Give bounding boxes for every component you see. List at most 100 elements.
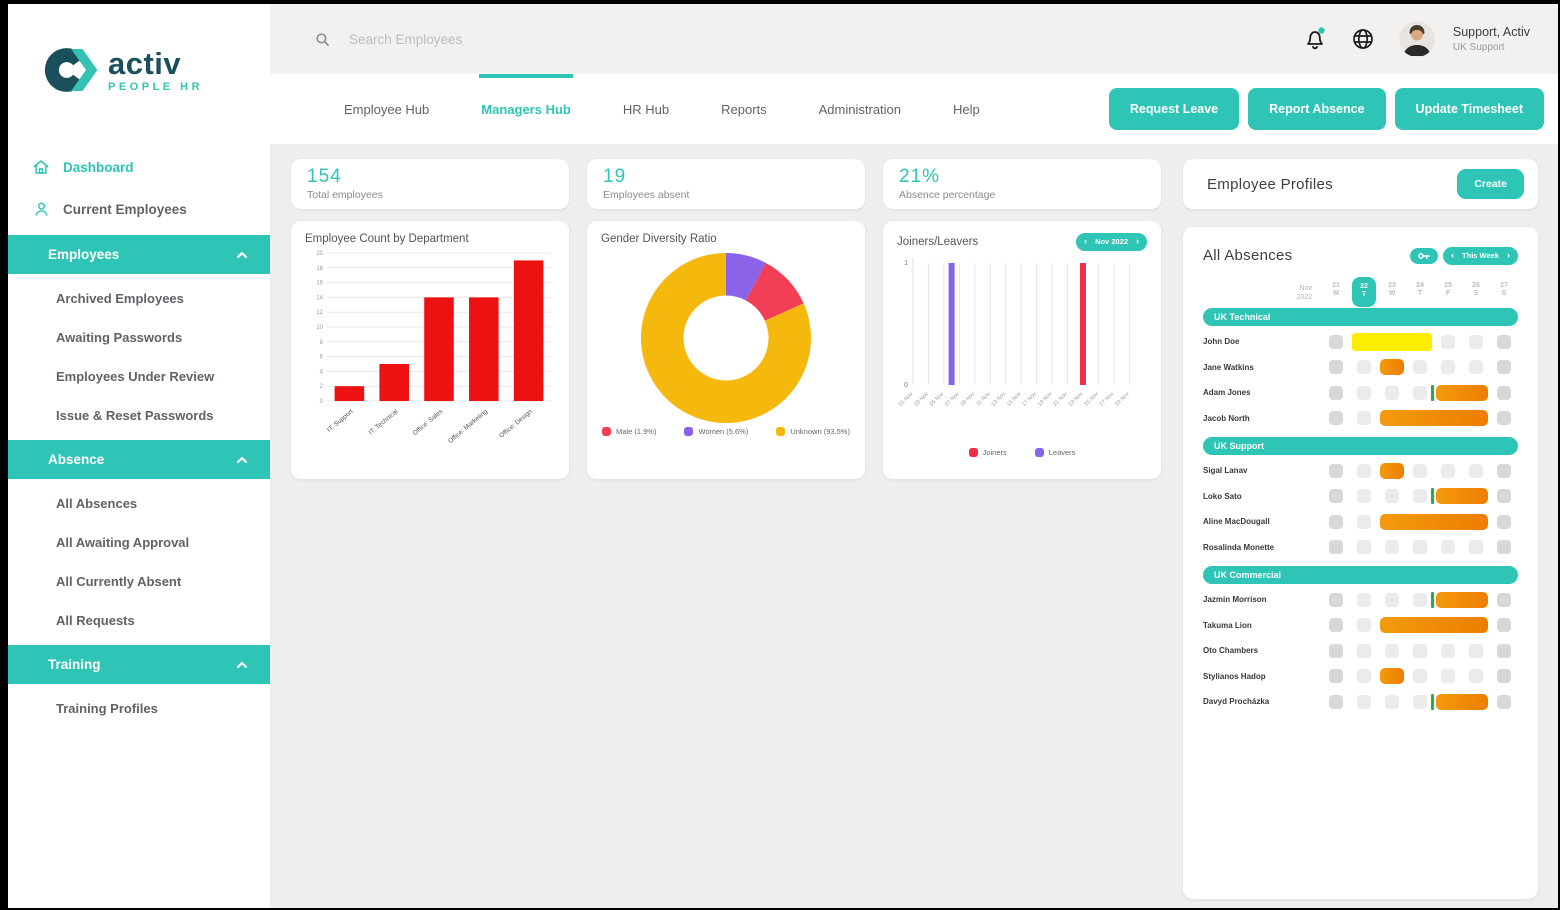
absence-cell[interactable] — [1329, 334, 1343, 349]
tab-hr-hub[interactable]: HR Hub — [597, 74, 695, 144]
absence-bar[interactable] — [1436, 488, 1488, 505]
absence-cell[interactable] — [1469, 540, 1483, 555]
absence-bar[interactable] — [1380, 359, 1404, 376]
sidebar-item-archived-employees[interactable]: Archived Employees — [56, 291, 184, 306]
employee-name[interactable]: Takuma Lion — [1203, 620, 1252, 630]
absence-bar[interactable] — [1352, 332, 1432, 351]
bar-office-marketing[interactable] — [469, 297, 499, 401]
next-month-arrow[interactable]: › — [1136, 236, 1139, 246]
absence-cell[interactable] — [1329, 694, 1343, 709]
absence-cell[interactable] — [1497, 592, 1511, 607]
sidebar-section-training[interactable]: Training — [8, 645, 270, 684]
absence-cell[interactable] — [1329, 360, 1343, 375]
prev-week-arrow[interactable]: ‹ — [1451, 250, 1455, 260]
absence-cell[interactable] — [1385, 694, 1399, 709]
update-timesheet-button[interactable]: Update Timesheet — [1394, 88, 1544, 130]
joiners-bar[interactable] — [1079, 262, 1086, 385]
sidebar-item-training-profiles[interactable]: Training Profiles — [56, 701, 158, 716]
absence-cell[interactable] — [1413, 463, 1427, 478]
absence-cell[interactable] — [1329, 669, 1343, 684]
slice-unknown[interactable] — [641, 253, 811, 423]
absence-cell[interactable] — [1357, 411, 1371, 426]
absence-bar[interactable] — [1380, 462, 1404, 479]
absence-bar[interactable] — [1436, 384, 1488, 401]
sidebar-item-awaiting-passwords[interactable]: Awaiting Passwords — [56, 330, 183, 345]
absence-cell[interactable] — [1385, 643, 1399, 658]
absence-section-uk-support[interactable]: UK Support — [1203, 437, 1518, 456]
employee-name[interactable]: Rosalinda Monette — [1203, 542, 1275, 552]
absence-cell[interactable] — [1497, 463, 1511, 478]
employee-name[interactable]: Jacob North — [1203, 413, 1250, 423]
absence-cell[interactable] — [1357, 669, 1371, 684]
absence-cell[interactable] — [1497, 385, 1511, 400]
absence-cell[interactable] — [1441, 360, 1455, 375]
tab-managers-hub[interactable]: Managers Hub — [455, 74, 597, 144]
absence-cell[interactable] — [1329, 489, 1343, 504]
sidebar-section-employees[interactable]: Employees — [8, 235, 270, 274]
absence-cell[interactable] — [1441, 643, 1455, 658]
absence-cell[interactable] — [1497, 334, 1511, 349]
absence-cell[interactable] — [1413, 643, 1427, 658]
sidebar-item-all-awaiting-approval[interactable]: All Awaiting Approval — [56, 535, 190, 550]
absence-cell[interactable] — [1469, 360, 1483, 375]
absence-cell[interactable] — [1413, 540, 1427, 555]
absence-cell[interactable] — [1357, 385, 1371, 400]
avatar[interactable] — [1398, 21, 1435, 57]
absence-section-uk-technical[interactable]: UK Technical — [1203, 308, 1518, 327]
sidebar-item-employees-under-review[interactable]: Employees Under Review — [56, 369, 215, 384]
next-week-arrow[interactable]: › — [1507, 250, 1510, 260]
absence-bar[interactable] — [1380, 617, 1488, 634]
search-box[interactable] — [314, 30, 667, 48]
absence-cell[interactable] — [1441, 463, 1455, 478]
sidebar-item-all-requests[interactable]: All Requests — [56, 613, 135, 628]
absence-section-uk-commercial[interactable]: UK Commercial — [1203, 566, 1518, 585]
absence-bar[interactable] — [1436, 693, 1488, 710]
employee-name[interactable]: Davyd Procházka — [1203, 697, 1270, 707]
absence-cell[interactable] — [1357, 514, 1371, 529]
bar-office-design[interactable] — [513, 260, 544, 401]
absence-cell[interactable] — [1413, 693, 1434, 710]
employee-name[interactable]: Jazmin Morrison — [1203, 595, 1267, 605]
day-column-22[interactable]: 22 T — [1352, 276, 1376, 308]
day-column-25[interactable]: 25 F — [1444, 281, 1452, 298]
employee-name[interactable]: Loko Sato — [1203, 491, 1242, 501]
absence-bar[interactable] — [1380, 410, 1488, 427]
absence-cell[interactable] — [1469, 643, 1483, 658]
employee-name[interactable]: Aline MacDougall — [1203, 517, 1270, 527]
day-column-21[interactable]: 21 M — [1332, 281, 1340, 298]
absence-cell[interactable] — [1357, 463, 1371, 478]
absence-bar[interactable] — [1380, 513, 1488, 530]
absence-cell[interactable] — [1357, 592, 1371, 607]
absence-cell[interactable] — [1329, 592, 1343, 607]
absence-cell[interactable] — [1385, 592, 1399, 607]
absence-cell[interactable] — [1469, 334, 1483, 349]
sidebar-item-current-employees[interactable]: Current Employees — [8, 188, 270, 230]
absence-cell[interactable] — [1329, 463, 1343, 478]
user-name[interactable]: Support, Activ — [1452, 25, 1530, 40]
absence-cell[interactable] — [1441, 669, 1455, 684]
day-column-26[interactable]: 26 S — [1472, 281, 1480, 298]
absence-cell[interactable] — [1357, 643, 1371, 658]
absence-cell[interactable] — [1357, 540, 1371, 555]
absence-cell[interactable] — [1329, 643, 1343, 658]
day-column-24[interactable]: 24 T — [1416, 281, 1424, 298]
prev-month-arrow[interactable]: ‹ — [1084, 236, 1088, 246]
absence-cell[interactable] — [1413, 384, 1434, 401]
absence-cell[interactable] — [1497, 643, 1511, 658]
sidebar-item-all-absences[interactable]: All Absences — [56, 496, 138, 511]
day-column-27[interactable]: 27 S — [1500, 281, 1508, 298]
employee-name[interactable]: Stylianos Hadop — [1203, 671, 1266, 681]
tab-administration[interactable]: Administration — [793, 74, 927, 144]
tab-employee-hub[interactable]: Employee Hub — [318, 74, 455, 144]
employee-name[interactable]: Sigal Lanav — [1203, 466, 1248, 476]
create-button[interactable]: Create — [1457, 169, 1524, 199]
month-selector[interactable]: ‹ Nov 2022 › — [1076, 233, 1147, 251]
absence-bar[interactable] — [1436, 591, 1488, 608]
request-leave-button[interactable]: Request Leave — [1108, 88, 1240, 130]
absence-cell[interactable] — [1469, 669, 1483, 684]
brand-logo[interactable]: activ PEOPLE HR — [8, 4, 270, 98]
tab-reports[interactable]: Reports — [695, 74, 793, 144]
absence-cell[interactable] — [1497, 411, 1511, 426]
absence-cell[interactable] — [1357, 360, 1371, 375]
tab-help[interactable]: Help — [927, 74, 1006, 144]
